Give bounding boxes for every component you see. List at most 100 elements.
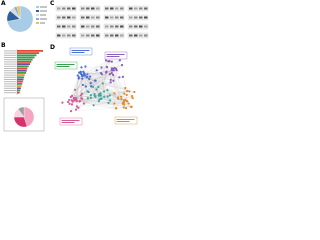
blot-strip <box>79 14 101 21</box>
label-stub <box>4 76 16 78</box>
node <box>113 66 116 70</box>
band <box>86 7 90 10</box>
band <box>110 34 114 37</box>
band <box>91 34 95 37</box>
edge <box>93 99 122 106</box>
node <box>80 97 83 100</box>
node <box>89 96 92 99</box>
bar <box>17 58 33 61</box>
node <box>79 72 82 75</box>
band <box>86 16 90 19</box>
node <box>82 74 85 77</box>
label-stub <box>4 61 16 63</box>
blot-strip <box>79 5 101 12</box>
node <box>84 85 87 88</box>
edge <box>104 71 107 97</box>
label-stub <box>4 57 16 58</box>
bar <box>17 69 27 72</box>
band <box>81 25 85 28</box>
edge <box>95 71 107 97</box>
edge <box>87 77 122 97</box>
edge <box>76 97 94 106</box>
band <box>134 7 138 10</box>
node <box>82 70 85 73</box>
edge <box>77 66 86 76</box>
cluster-note <box>54 61 78 70</box>
edge <box>87 70 113 75</box>
node <box>90 85 93 88</box>
band <box>129 16 133 19</box>
node <box>109 99 112 102</box>
edge <box>100 71 107 99</box>
band <box>72 7 76 10</box>
note-line <box>61 120 80 121</box>
node <box>91 85 94 89</box>
label-stub <box>4 83 16 85</box>
edge <box>126 96 133 102</box>
band <box>96 7 100 10</box>
bar <box>17 65 29 68</box>
node <box>100 97 103 100</box>
node <box>98 98 101 101</box>
edge <box>78 78 83 94</box>
band <box>91 7 95 10</box>
note-line <box>71 52 85 53</box>
edge <box>76 76 123 99</box>
node <box>125 93 128 97</box>
node <box>84 65 87 68</box>
node <box>105 65 108 68</box>
node <box>78 100 82 103</box>
node <box>68 102 71 105</box>
node <box>106 89 109 92</box>
node <box>99 94 102 97</box>
edge <box>90 61 109 98</box>
node <box>100 66 103 69</box>
note-line <box>106 54 125 55</box>
edge <box>73 61 110 99</box>
band <box>115 34 119 37</box>
band <box>72 25 76 28</box>
node <box>120 95 123 98</box>
band <box>115 25 119 28</box>
node <box>108 60 111 63</box>
edge <box>104 91 119 98</box>
band <box>129 25 133 28</box>
band <box>57 34 61 37</box>
note-line <box>116 119 135 120</box>
edge <box>77 101 125 107</box>
node <box>124 106 128 110</box>
label-stub <box>4 92 16 94</box>
edge <box>76 91 128 99</box>
node <box>99 71 103 75</box>
band <box>62 7 66 10</box>
node <box>78 71 81 74</box>
node <box>82 102 86 105</box>
band <box>129 7 133 10</box>
note-line <box>56 64 75 65</box>
edge <box>85 60 120 87</box>
panel-label: C <box>50 0 55 7</box>
panel-label: D <box>50 44 55 51</box>
bar <box>17 56 35 59</box>
band <box>67 16 71 19</box>
edge <box>123 102 132 108</box>
edge <box>84 61 112 74</box>
edge <box>100 93 133 99</box>
panel-label: A <box>1 0 6 7</box>
edge <box>101 60 120 68</box>
band <box>72 34 76 37</box>
blot-strip <box>103 5 125 12</box>
bar <box>17 91 20 94</box>
blot-strip <box>127 23 149 30</box>
label-stub <box>4 65 16 67</box>
note-line <box>116 121 130 122</box>
node <box>101 82 104 85</box>
band <box>105 7 109 10</box>
label-stub <box>4 52 16 54</box>
cluster-note <box>104 51 128 60</box>
node <box>123 92 126 95</box>
node <box>104 59 108 62</box>
node <box>117 97 120 100</box>
band <box>81 7 85 10</box>
cluster-note <box>69 47 93 56</box>
